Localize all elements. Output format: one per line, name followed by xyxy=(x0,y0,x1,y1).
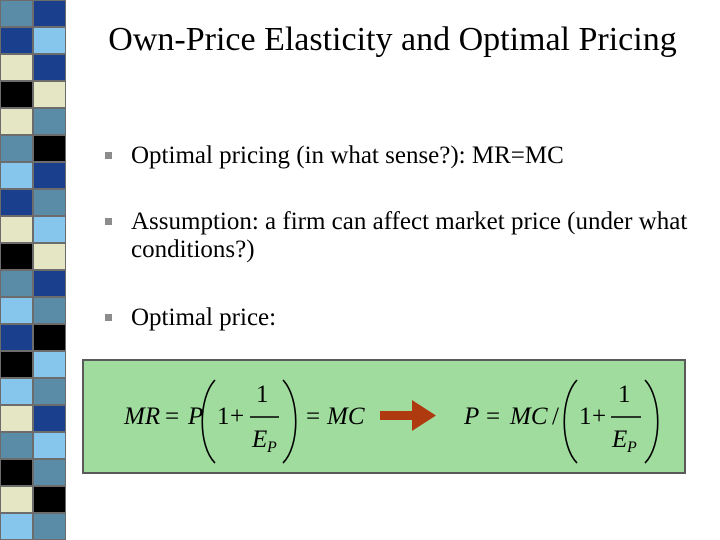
formula-symbol: P xyxy=(187,403,203,430)
sidebar-tile xyxy=(33,324,66,351)
square-bullet-icon xyxy=(105,314,112,321)
sidebar-tile xyxy=(33,108,66,135)
sidebar-tile xyxy=(0,189,33,216)
sidebar-tile xyxy=(33,351,66,378)
formula-symbol: / xyxy=(552,403,559,430)
sidebar-tile xyxy=(33,270,66,297)
sidebar-tile xyxy=(0,0,33,27)
formula-symbol: = xyxy=(306,403,320,430)
square-bullet-icon xyxy=(105,218,112,225)
sidebar-tile xyxy=(33,297,66,324)
sidebar-tile xyxy=(33,0,66,27)
sidebar-tile xyxy=(0,432,33,459)
sidebar-tile xyxy=(33,27,66,54)
sidebar-tile xyxy=(33,81,66,108)
sidebar-tile xyxy=(33,189,66,216)
right-paren xyxy=(282,379,297,464)
bullet-text: Optimal price: xyxy=(131,304,277,331)
decorative-sidebar xyxy=(0,0,66,540)
sidebar-tile xyxy=(33,459,66,486)
square-bullet-icon xyxy=(105,152,112,159)
sidebar-tile xyxy=(0,378,33,405)
sidebar-tile xyxy=(0,54,33,81)
formula-symbol: 1 xyxy=(618,381,631,408)
right-arrow-icon xyxy=(380,400,436,431)
sidebar-tile xyxy=(0,135,33,162)
sidebar-tile xyxy=(0,297,33,324)
sidebar-tile xyxy=(33,135,66,162)
sidebar-tile xyxy=(33,162,66,189)
formula-symbol: E xyxy=(251,426,267,453)
sidebar-tile xyxy=(0,270,33,297)
sidebar-tile xyxy=(0,486,33,513)
formula-symbol: + xyxy=(592,403,606,430)
sidebar-tile xyxy=(0,27,33,54)
sidebar-tile xyxy=(0,81,33,108)
formula-symbol: P xyxy=(463,403,479,430)
formula-symbol: E xyxy=(611,426,627,453)
equation-optimal-price: P = MC / 1 + 1 E P xyxy=(463,379,659,464)
equation-mr-equals-mc: MR = P 1 + 1 E P = MC xyxy=(123,379,365,464)
sidebar-tile xyxy=(0,243,33,270)
formula-symbol: = xyxy=(486,403,500,430)
formula-symbol: MR xyxy=(123,403,160,430)
formula-box: MR = P 1 + 1 E P = MC P = MC / 1 + xyxy=(82,359,686,474)
sidebar-tile xyxy=(0,324,33,351)
formula-symbol: 1 xyxy=(256,381,269,408)
formula-symbol: MC xyxy=(326,403,365,430)
sidebar-tile xyxy=(0,108,33,135)
formula-symbol: P xyxy=(266,439,277,456)
bullet-text: Assumption: a firm can affect market pri… xyxy=(131,208,688,263)
formula-symbol: = xyxy=(165,403,179,430)
sidebar-tile xyxy=(0,162,33,189)
sidebar-tile xyxy=(33,54,66,81)
sidebar-tile xyxy=(33,216,66,243)
formula-symbol: P xyxy=(626,439,637,456)
sidebar-tile xyxy=(0,405,33,432)
sidebar-tile xyxy=(33,243,66,270)
left-paren xyxy=(201,379,216,464)
bullet-text: Optimal pricing (in what sense?): MR=MC xyxy=(131,142,564,169)
sidebar-tile xyxy=(33,513,66,540)
sidebar-tile xyxy=(0,216,33,243)
slide-title: Own-Price Elasticity and Optimal Pricing xyxy=(108,21,677,58)
formula-equations: MR = P 1 + 1 E P = MC P = MC / 1 + xyxy=(123,379,659,464)
sidebar-tile xyxy=(33,405,66,432)
formula-symbol: + xyxy=(230,403,244,430)
sidebar-tile xyxy=(33,486,66,513)
sidebar-tile xyxy=(33,432,66,459)
formula-symbol: MC xyxy=(509,403,548,430)
left-paren xyxy=(563,379,578,464)
sidebar-tile xyxy=(0,513,33,540)
sidebar-tile xyxy=(0,351,33,378)
sidebar-tile xyxy=(0,459,33,486)
right-paren xyxy=(644,379,659,464)
formula-symbol: 1 xyxy=(217,403,230,430)
formula-symbol: 1 xyxy=(579,403,592,430)
sidebar-tile xyxy=(33,378,66,405)
